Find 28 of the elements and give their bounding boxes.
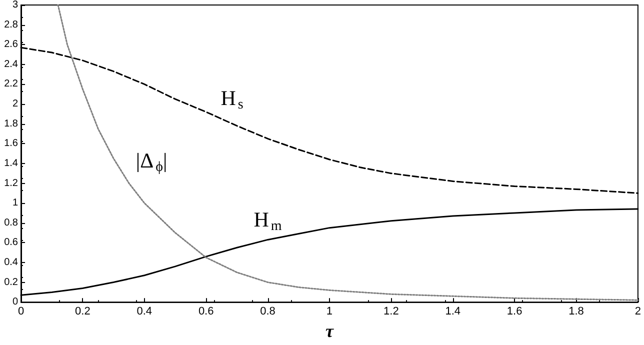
x-tick-label: 0.8	[260, 306, 276, 318]
x-tick-label: 1.2	[384, 306, 399, 318]
y-tick-label: 0.2	[4, 276, 18, 288]
y-tick-label: 1.6	[4, 138, 18, 150]
y-tick-label: 2.6	[4, 39, 18, 50]
x-tick-label: 1.6	[506, 306, 522, 318]
x-axis-title: τ	[325, 321, 334, 341]
x-tick-label: 1	[326, 306, 333, 318]
x-tick-label: 2	[634, 306, 642, 318]
y-tick-label: 3	[12, 0, 18, 10]
y-tick-label: 2.2	[4, 78, 18, 90]
y-tick-label: 2.8	[4, 19, 18, 30]
y-tick-label: 1.8	[4, 118, 18, 130]
y-tick-label: 0.8	[4, 217, 18, 228]
x-tick-label: 0.2	[75, 306, 90, 318]
line-series	[57, 4, 639, 301]
y-tick-label: 2	[12, 98, 18, 110]
y-tick-label: 2.4	[4, 58, 18, 70]
x-tick-label: 0.4	[136, 306, 152, 318]
y-tick-label: 1	[12, 198, 18, 209]
y-tick-label: 1.2	[4, 178, 18, 189]
y-tick-label: 0.6	[4, 237, 18, 248]
x-tick-label: 1.8	[568, 306, 584, 318]
y-tick-label: 0	[12, 296, 18, 308]
x-tick-label: 1.4	[445, 306, 461, 318]
x-tick-label: 0.6	[198, 306, 214, 318]
y-tick-label: 1.4	[4, 158, 18, 169]
y-tick-label: 0.4	[4, 256, 18, 268]
